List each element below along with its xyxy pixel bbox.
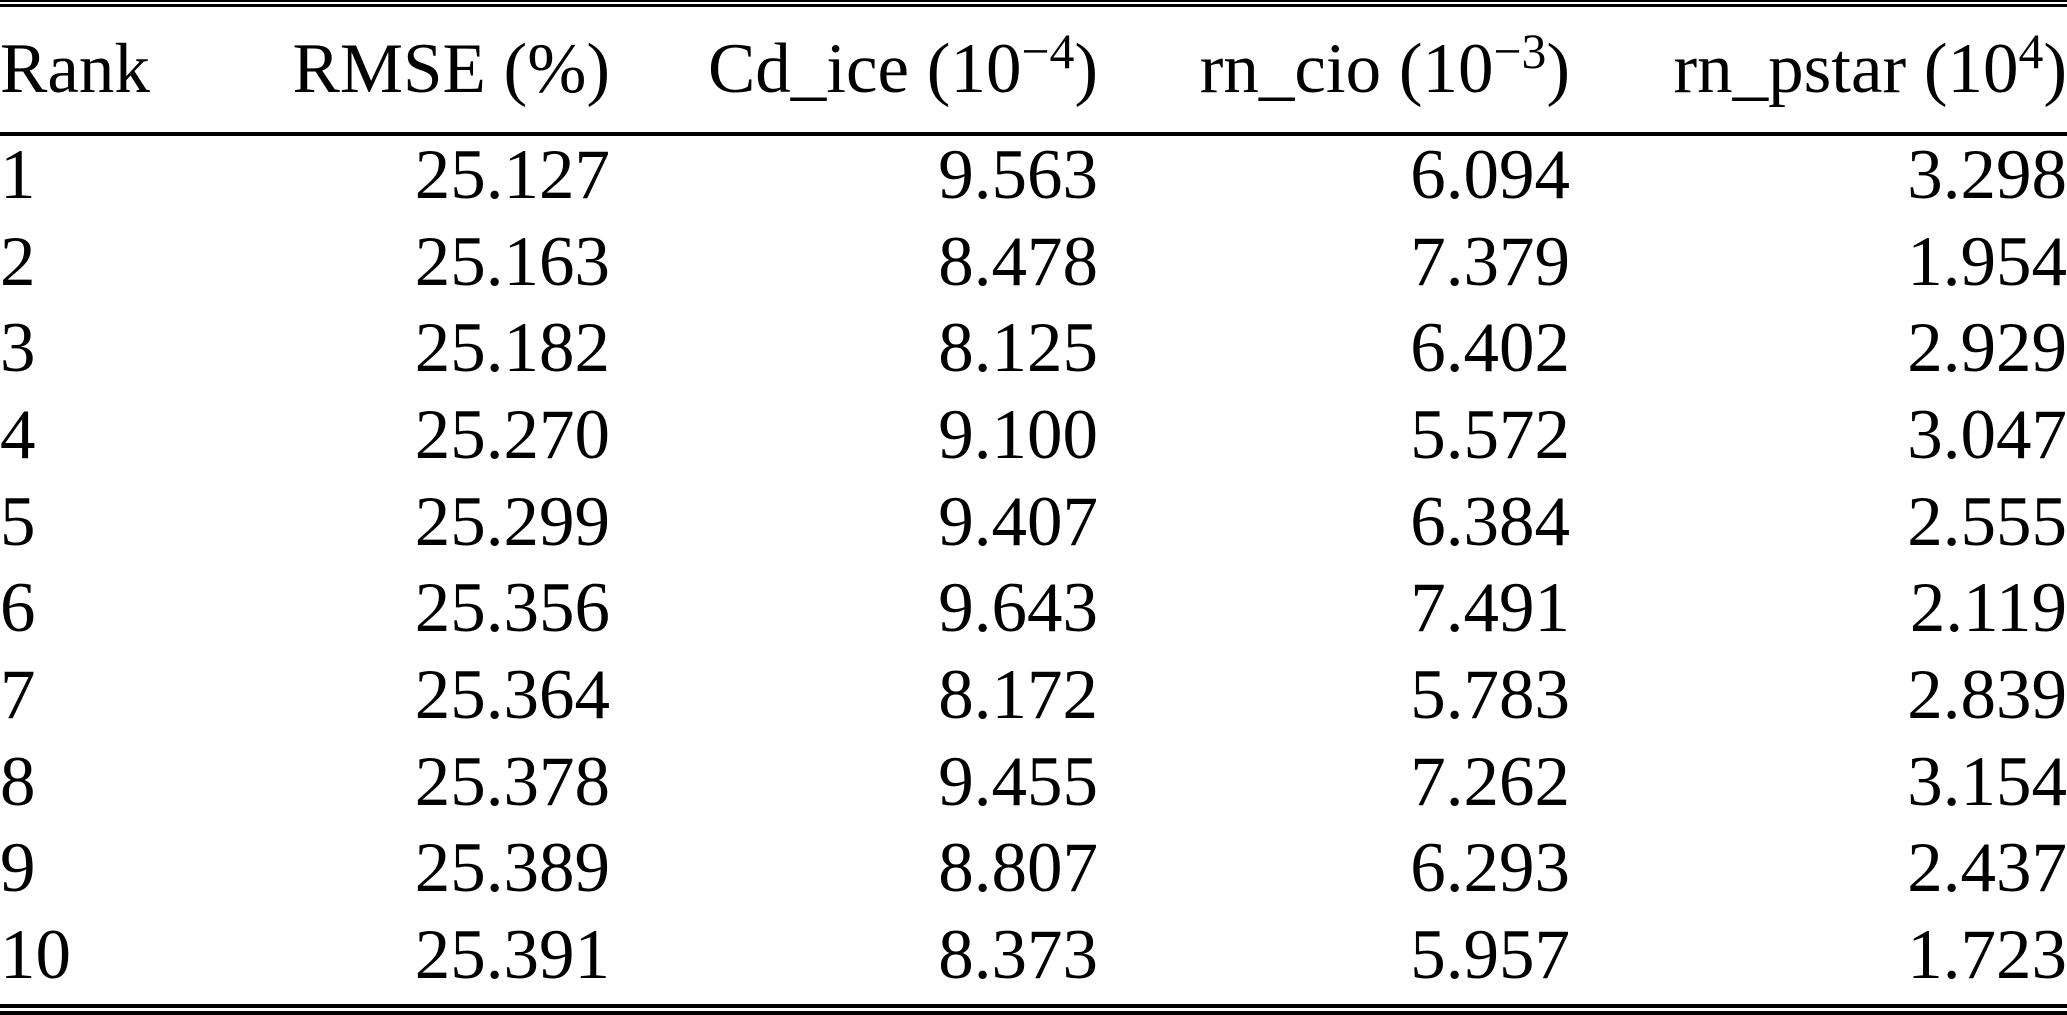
header-exponent: 4 [2018,24,2044,80]
calibration-results-table: Rank RMSE (%) Cd_ice (10−4) rn_cio (10−3… [0,7,2067,999]
cell-cd-ice: 9.455 [938,742,1098,821]
cell-rmse: 25.378 [414,742,610,821]
cell-rn-pstar: 2.437 [1907,829,2067,908]
cell-rn-pstar: 3.047 [1907,395,2067,474]
cell-cd-ice: 9.100 [938,395,1098,474]
cell-rank: 6 [0,569,36,648]
cell-rn-cio: 6.094 [1410,135,1570,214]
column-header-rank: Rank [0,7,280,132]
header-text: ) [1546,30,1570,108]
cell-rn-pstar: 2.119 [1909,569,2067,648]
cell-rn-pstar: 2.839 [1907,655,2067,734]
cell-rn-cio: 5.957 [1410,916,1570,995]
table-row: 3 25.182 8.125 6.402 2.929 [0,305,2067,392]
cell-cd-ice: 9.563 [938,135,1098,214]
cell-rmse: 25.364 [414,655,610,734]
cell-rmse: 25.163 [414,222,610,301]
cell-rmse: 25.389 [414,829,610,908]
column-header-rn-pstar: rn_pstar (104) [1570,7,2067,132]
cell-cd-ice: 8.807 [938,829,1098,908]
table-bottom-rule-inner [0,1004,2067,1008]
table-row: 9 25.389 8.807 6.293 2.437 [0,826,2067,913]
cell-rn-pstar: 2.929 [1907,309,2067,388]
table-row: 4 25.270 9.100 5.572 3.047 [0,392,2067,479]
cell-rank: 4 [0,395,36,474]
cell-rn-cio: 5.783 [1410,655,1570,734]
cell-rmse: 25.270 [414,395,610,474]
cell-rn-cio: 7.491 [1410,569,1570,648]
column-header-cd-ice: Cd_ice (10−4) [610,7,1098,132]
cell-rn-cio: 7.262 [1410,742,1570,821]
table-header-rule [0,132,2067,136]
header-text: RMSE (%) [292,30,610,108]
column-header-rn-cio: rn_cio (10−3) [1098,7,1570,132]
table-top-rule-inner [0,4,2067,7]
cell-rn-cio: 6.402 [1410,309,1570,388]
table-row: 6 25.356 9.643 7.491 2.119 [0,565,2067,652]
header-text: ) [1074,30,1098,108]
cell-rn-cio: 6.384 [1410,482,1570,561]
cell-rmse: 25.356 [414,569,610,648]
cell-rank: 5 [0,482,36,561]
cell-rmse: 25.182 [414,309,610,388]
header-text: Rank [0,30,150,108]
cell-rn-cio: 5.572 [1410,395,1570,474]
cell-rn-pstar: 3.154 [1907,742,2067,821]
cell-cd-ice: 9.643 [938,569,1098,648]
cell-cd-ice: 8.478 [938,222,1098,301]
header-exponent: −3 [1493,24,1547,80]
table-bottom-rule-outer [0,1011,2067,1015]
cell-rank: 1 [0,135,36,214]
cell-rank: 10 [0,916,71,995]
table-row: 7 25.364 8.172 5.783 2.839 [0,652,2067,739]
cell-rank: 9 [0,829,36,908]
header-text: rn_cio (10 [1199,30,1494,108]
cell-rank: 3 [0,309,36,388]
header-text: ) [2043,30,2067,108]
table-row: 10 25.391 8.373 5.957 1.723 [0,912,2067,999]
cell-rn-pstar: 1.723 [1907,916,2067,995]
table-row: 5 25.299 9.407 6.384 2.555 [0,479,2067,566]
column-header-rmse: RMSE (%) [280,7,610,132]
cell-rn-pstar: 2.555 [1907,482,2067,561]
cell-rn-cio: 7.379 [1410,222,1570,301]
cell-rmse: 25.391 [414,916,610,995]
cell-rmse: 25.299 [414,482,610,561]
cell-rank: 2 [0,222,36,301]
header-text: Cd_ice (10 [707,30,1022,108]
cell-rn-pstar: 1.954 [1907,222,2067,301]
cell-cd-ice: 9.407 [938,482,1098,561]
cell-rank: 7 [0,655,36,734]
table-row: 1 25.127 9.563 6.094 3.298 [0,132,2067,219]
cell-rn-cio: 6.293 [1410,829,1570,908]
cell-rank: 8 [0,742,36,821]
header-exponent: −4 [1021,24,1075,80]
header-row: Rank RMSE (%) Cd_ice (10−4) rn_cio (10−3… [0,7,2067,132]
table-row: 2 25.163 8.478 7.379 1.954 [0,219,2067,306]
table-top-rule-outer [0,0,2067,2]
cell-rn-pstar: 3.298 [1907,135,2067,214]
header-text: rn_pstar (10 [1673,30,2019,108]
cell-rmse: 25.127 [414,135,610,214]
table-row: 8 25.378 9.455 7.262 3.154 [0,739,2067,826]
cell-cd-ice: 8.373 [938,916,1098,995]
cell-cd-ice: 8.125 [938,309,1098,388]
cell-cd-ice: 8.172 [938,655,1098,734]
